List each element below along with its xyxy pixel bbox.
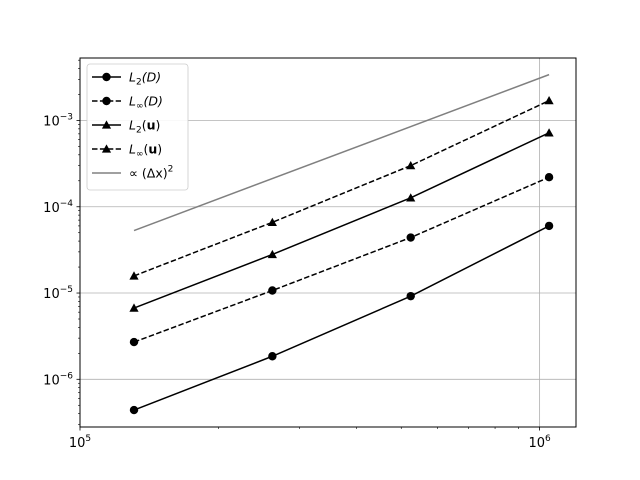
series-line	[133, 176, 550, 343]
data-point	[268, 352, 277, 361]
series-line	[133, 99, 550, 277]
legend-argument: (D)	[142, 70, 161, 85]
legend-label: L2(D)	[129, 70, 161, 88]
data-point	[268, 286, 277, 295]
data-point	[406, 160, 416, 170]
legend-paren-open: (	[142, 118, 147, 133]
legend-argument: (D)	[143, 94, 162, 109]
y-tick-label: 10−3	[43, 112, 73, 129]
legend-marker	[101, 120, 112, 129]
plot-frame	[79, 57, 577, 428]
legend-entry: L∞(u)	[92, 142, 162, 160]
legend-superscript: 2	[168, 165, 174, 175]
y-tick-base: 10	[43, 373, 60, 388]
series-line	[133, 225, 550, 411]
legend-symbol: L	[129, 118, 136, 133]
legend-paren-close: )	[156, 118, 161, 133]
y-tick-exponent: −5	[60, 285, 73, 295]
data-point	[544, 96, 554, 105]
legend-subscript: ∞	[136, 150, 144, 160]
data-point	[406, 291, 415, 301]
y-tick-label: 10−6	[43, 371, 73, 388]
data-point	[406, 233, 415, 242]
legend-entry: L∞(D)	[92, 94, 163, 112]
x-tick-exponent: 5	[85, 434, 91, 444]
legend-argument: u	[147, 118, 156, 133]
legend-marker	[102, 72, 111, 82]
series-line	[133, 73, 550, 232]
legend-marker	[101, 144, 112, 153]
legend-box	[86, 63, 189, 191]
legend-label: L∞(D)	[129, 94, 163, 112]
y-tick-exponent: −4	[60, 199, 74, 209]
x-tick-exponent: 6	[545, 434, 551, 444]
legend-text: ∝ (Δx)	[129, 166, 168, 181]
series-line	[133, 132, 550, 309]
y-tick-exponent: −6	[60, 371, 74, 381]
data-point	[129, 303, 139, 312]
data-point	[129, 405, 139, 415]
legend-paren-open: (	[143, 142, 148, 157]
legend-argument: u	[148, 142, 157, 157]
legend-entry: L2(D)	[92, 70, 161, 88]
y-tick-exponent: −3	[60, 112, 73, 122]
x-tick-base: 10	[69, 436, 86, 451]
legend: L2(D)L∞(D)L2(u)L∞(u)∝ (Δx)2	[86, 63, 189, 191]
legend-symbol: L	[129, 94, 136, 109]
legend-subscript: 2	[136, 78, 142, 88]
data-point	[129, 271, 139, 280]
legend-marker	[102, 96, 111, 106]
data-series	[129, 73, 554, 415]
x-tick-label: 105	[69, 434, 91, 451]
y-tick-label: 10−4	[43, 199, 73, 216]
legend-symbol: L	[129, 142, 136, 157]
series-2	[129, 128, 554, 312]
legend-subscript: 2	[136, 126, 142, 136]
series-4	[133, 73, 550, 232]
legend-label: L2(u)	[129, 118, 160, 136]
x-tick-label: 106	[528, 434, 551, 451]
data-point	[544, 173, 554, 182]
legend-label: L∞(u)	[129, 142, 162, 160]
legend-paren-close: )	[157, 142, 162, 157]
grid-lines	[80, 58, 576, 427]
data-point	[267, 249, 277, 259]
y-tick-base: 10	[43, 201, 60, 216]
data-point	[544, 128, 554, 137]
data-point	[406, 193, 416, 202]
legend-subscript: ∞	[136, 102, 144, 112]
y-tick-label: 10−5	[43, 285, 73, 302]
y-tick-base: 10	[43, 287, 60, 302]
data-point	[544, 221, 554, 231]
legend-entry: ∝ (Δx)2	[92, 165, 173, 181]
y-tick-base: 10	[43, 114, 60, 129]
series-0	[129, 221, 554, 415]
data-point	[267, 217, 277, 227]
legend-label: ∝ (Δx)2	[129, 165, 173, 181]
series-1	[129, 173, 554, 347]
legend-entry: L2(u)	[92, 118, 160, 136]
series-3	[129, 96, 554, 280]
legend-symbol: L	[129, 70, 136, 85]
x-tick-base: 10	[528, 436, 545, 451]
data-point	[129, 337, 139, 347]
